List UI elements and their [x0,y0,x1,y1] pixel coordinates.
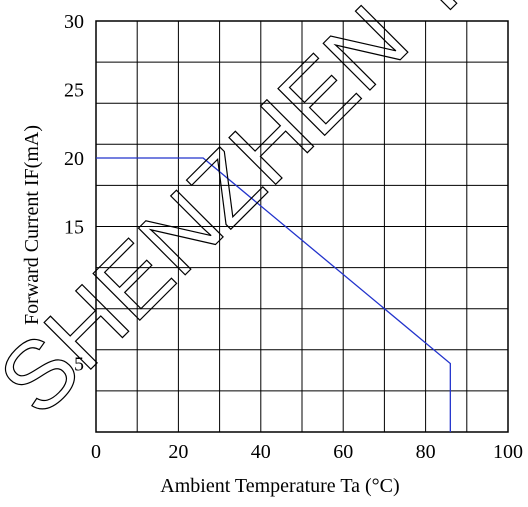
x-tick-label: 0 [91,441,101,463]
y-tick-label: 5 [74,354,84,376]
series-line-0 [96,157,451,432]
plot-frame [95,20,509,433]
y-tick-label: 30 [64,11,84,33]
x-tick-label: 20 [168,441,188,463]
x-tick-label: 80 [416,441,436,463]
x-tick-label: 60 [333,441,353,463]
x-axis-label: Ambient Temperature Ta (°C) [160,475,399,497]
y-tick-label: 15 [64,217,84,239]
grid [96,21,508,432]
x-tick-label: 40 [251,441,271,463]
x-tick-labels: 0 20 40 60 80 100 [91,441,523,463]
y-tick-label: 25 [64,80,84,102]
y-tick-labels: 30 25 20 15 5 [64,11,84,376]
series-layer [96,157,451,432]
y-axis-label: Forward Current IF(mA) [21,125,43,325]
y-tick-label: 20 [64,148,84,170]
x-tick-label: 100 [493,441,523,463]
